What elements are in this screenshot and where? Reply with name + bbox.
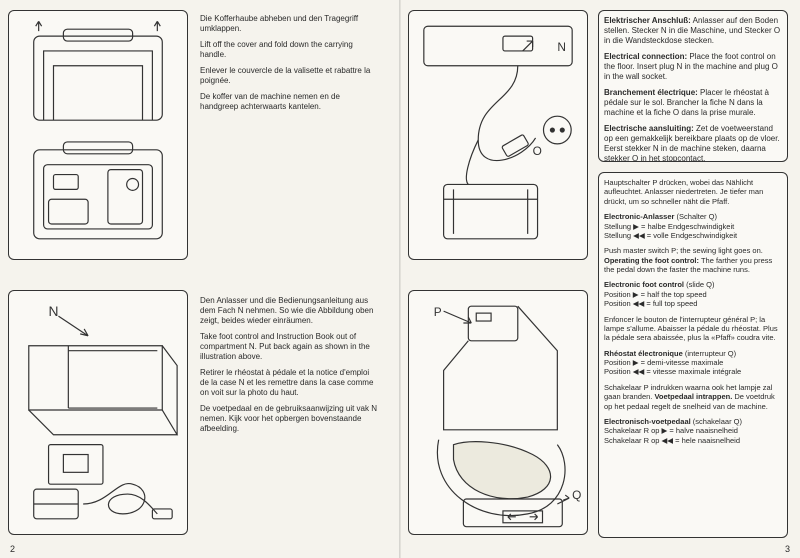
p4-fr3: Position ▶ = demi-vitesse maximale (604, 358, 723, 367)
p4-de2l: Electronic-Anlasser (604, 212, 674, 221)
p4-de2: (Schalter Q) (677, 212, 717, 221)
p1-fr: Enlever le couvercle de la valisette et … (200, 66, 380, 86)
p4-nl2: (schakelaar Q) (693, 417, 742, 426)
p1-de: Die Kofferhaube abheben und den Tragegri… (200, 14, 380, 34)
page-number-left: 2 (10, 544, 15, 554)
p2-en: Take foot control and Instruction Book o… (200, 332, 380, 362)
p4-nl2l: Electronisch-voetpedaal (604, 417, 691, 426)
p2-nl: De voetpedaal en de gebruiksaanwijzing u… (200, 404, 380, 434)
p4-fr2l: Rhéostat électronique (604, 349, 683, 358)
svg-text:N: N (557, 40, 566, 54)
p2-de: Den Anlasser und die Bedienungsanleitung… (200, 296, 380, 326)
p1-en: Lift off the cover and fold down the car… (200, 40, 380, 60)
diagram-foot-control: P Q (408, 290, 588, 535)
panel2-text: Den Anlasser und die Bedienungsanleitung… (200, 296, 380, 440)
p3-de-l: Elektrischer Anschluß: (604, 16, 691, 25)
p1-nl: De koffer van de machine nemen en de han… (200, 92, 380, 112)
p4-de3: Stellung ▶ = halbe Endgeschwindigkeit (604, 222, 734, 231)
p4-en2l: Electronic foot control (604, 280, 684, 289)
p3-en-l: Electrical connection: (604, 52, 687, 61)
svg-text:N: N (49, 303, 59, 319)
p4-fr1: Enfoncer le bouton de l'interrupteur gén… (604, 315, 782, 343)
p3-nl-l: Electrische aansluiting: (604, 124, 694, 133)
page-number-right: 3 (785, 544, 790, 554)
p4-fr4: Position ◀◀ = vitesse maximale intégrale (604, 367, 741, 376)
p4-en2: (slide Q) (686, 280, 714, 289)
svg-text:O: O (533, 144, 542, 158)
diagram-electrical: N O (408, 10, 588, 260)
p2-fr: Retirer le rhéostat à pédale et la notic… (200, 368, 380, 398)
p4-en3: Position ▶ = half the top speed (604, 290, 707, 299)
diagram-cover-lift (8, 10, 188, 260)
p4-nl3: Schakelaar R op ▶ = halve naaisnelheid (604, 426, 738, 435)
svg-text:Q: Q (572, 488, 581, 502)
diagram-compartment-n: N (8, 290, 188, 535)
p3-fr-l: Branchement électrique: (604, 88, 698, 97)
svg-text:P: P (434, 305, 442, 319)
p4-en1: Push master switch P; the sewing light g… (604, 246, 763, 255)
p4-de1: Hauptschalter P drücken, wobei das Nähli… (604, 178, 782, 206)
panel3-box: Elektrischer Anschluß: Anlasser auf den … (598, 10, 788, 162)
panel1-text: Die Kofferhaube abheben und den Tragegri… (200, 14, 380, 118)
p4-nl4: Schakelaar R op ◀◀ = hele naaisnelheid (604, 436, 740, 445)
panel4-text: Hauptschalter P drücken, wobei das Nähli… (604, 178, 782, 445)
p4-nl1b: Voetpedaal intrappen. (654, 392, 732, 401)
panel4-box: Hauptschalter P drücken, wobei das Nähli… (598, 172, 788, 538)
p4-fr2: (interrupteur Q) (685, 349, 736, 358)
p4-en1b: Operating the foot control: (604, 256, 699, 265)
p4-en4: Position ◀◀ = full top speed (604, 299, 697, 308)
p4-de4: Stellung ◀◀ = volle Endgeschwindigkeit (604, 231, 737, 240)
panel3-text: Elektrischer Anschluß: Anlasser auf den … (604, 16, 782, 162)
